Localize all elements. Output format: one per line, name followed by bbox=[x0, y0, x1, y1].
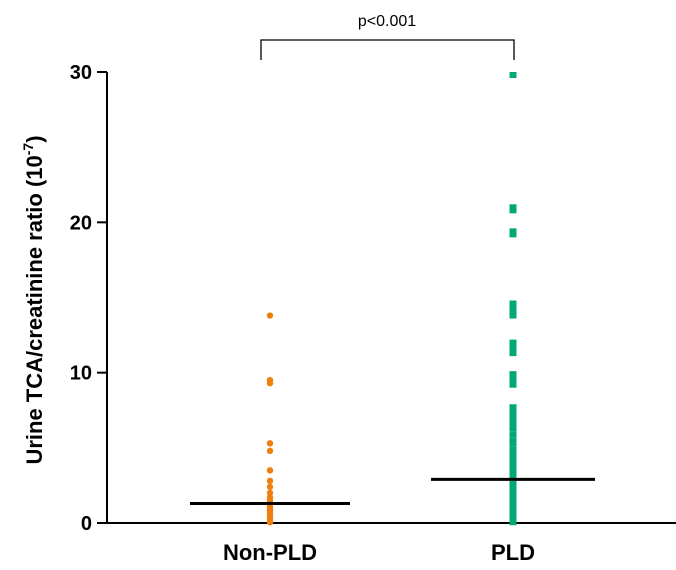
data-point-pld bbox=[509, 303, 517, 310]
y-axis-title-close: ) bbox=[22, 135, 47, 142]
x-category-label: PLD bbox=[491, 540, 535, 565]
data-point-pld bbox=[509, 470, 517, 477]
data-point-non-pld bbox=[266, 447, 274, 455]
data-point-pld bbox=[509, 371, 517, 378]
data-point-pld bbox=[509, 467, 517, 474]
data-point-pld bbox=[509, 485, 517, 492]
median-lines bbox=[190, 477, 595, 505]
data-point-pld bbox=[509, 431, 517, 438]
data-point-pld bbox=[509, 306, 517, 313]
data-point-pld bbox=[509, 479, 517, 486]
significance-label: p<0.001 bbox=[358, 13, 416, 30]
data-point-pld bbox=[509, 503, 517, 510]
data-point-pld bbox=[509, 347, 517, 354]
significance-bracket: p<0.001 bbox=[260, 13, 515, 60]
data-point-pld bbox=[509, 416, 517, 423]
data-point-non-pld bbox=[266, 519, 274, 526]
data-point-pld bbox=[509, 497, 517, 504]
data-point-pld bbox=[509, 494, 517, 501]
data-point-pld bbox=[509, 461, 517, 468]
data-point-pld bbox=[509, 381, 517, 388]
data-point-pld bbox=[509, 425, 517, 432]
data-point-pld bbox=[509, 452, 517, 459]
data-point-non-pld bbox=[266, 477, 274, 485]
data-point-pld bbox=[509, 231, 517, 238]
data-point-pld bbox=[509, 500, 517, 507]
data-point-pld bbox=[509, 404, 517, 411]
data-point-pld bbox=[509, 455, 517, 462]
data-point-pld bbox=[509, 204, 517, 211]
data-point-pld bbox=[509, 300, 517, 307]
data-point-pld bbox=[509, 408, 517, 415]
data-point-pld bbox=[509, 473, 517, 480]
x-category-labels: Non-PLD PLD bbox=[223, 540, 535, 565]
data-point-pld bbox=[509, 339, 517, 346]
data-point-pld bbox=[509, 482, 517, 489]
data-points bbox=[266, 72, 517, 526]
significance-bracket-line bbox=[260, 39, 515, 60]
data-point-pld bbox=[509, 411, 517, 418]
data-point-pld bbox=[509, 510, 517, 517]
data-point-pld bbox=[509, 506, 517, 513]
data-point-pld bbox=[509, 449, 517, 456]
data-point-pld bbox=[509, 491, 517, 498]
data-point-non-pld bbox=[266, 483, 274, 491]
y-axis-title: Urine TCA/creatinine ratio (10-7) bbox=[20, 135, 47, 464]
y-axis-title-main: Urine TCA/creatinine ratio (10 bbox=[22, 155, 47, 464]
data-point-pld bbox=[509, 344, 517, 351]
data-point-pld bbox=[509, 464, 517, 471]
y-tick-label: 30 bbox=[70, 62, 92, 84]
data-point-pld bbox=[509, 312, 517, 319]
data-point-non-pld bbox=[266, 467, 274, 474]
data-point-pld bbox=[509, 378, 517, 385]
data-point-pld bbox=[509, 207, 517, 214]
data-point-pld bbox=[509, 350, 517, 357]
data-point-pld bbox=[509, 488, 517, 495]
data-point-pld bbox=[509, 458, 517, 465]
data-point-pld bbox=[509, 420, 517, 427]
data-point-non-pld bbox=[266, 440, 274, 447]
y-tick-label: 10 bbox=[70, 363, 92, 385]
data-point-pld bbox=[509, 437, 517, 444]
y-tick-label: 0 bbox=[81, 513, 92, 535]
y-ticks: 0 10 20 30 bbox=[70, 62, 107, 535]
data-point-non-pld bbox=[266, 379, 274, 387]
data-point-pld bbox=[509, 374, 517, 381]
data-point-pld bbox=[509, 515, 517, 522]
x-category-label: Non-PLD bbox=[223, 540, 317, 565]
data-point-pld bbox=[509, 440, 517, 447]
data-point-pld bbox=[509, 446, 517, 453]
data-point-pld bbox=[509, 519, 517, 526]
data-point-pld bbox=[509, 72, 517, 79]
data-point-pld bbox=[509, 228, 517, 235]
y-tick-label: 20 bbox=[70, 212, 92, 234]
data-point-non-pld bbox=[266, 489, 274, 497]
data-point-non-pld bbox=[266, 312, 274, 319]
y-axis-title-exponent: -7 bbox=[20, 143, 36, 156]
